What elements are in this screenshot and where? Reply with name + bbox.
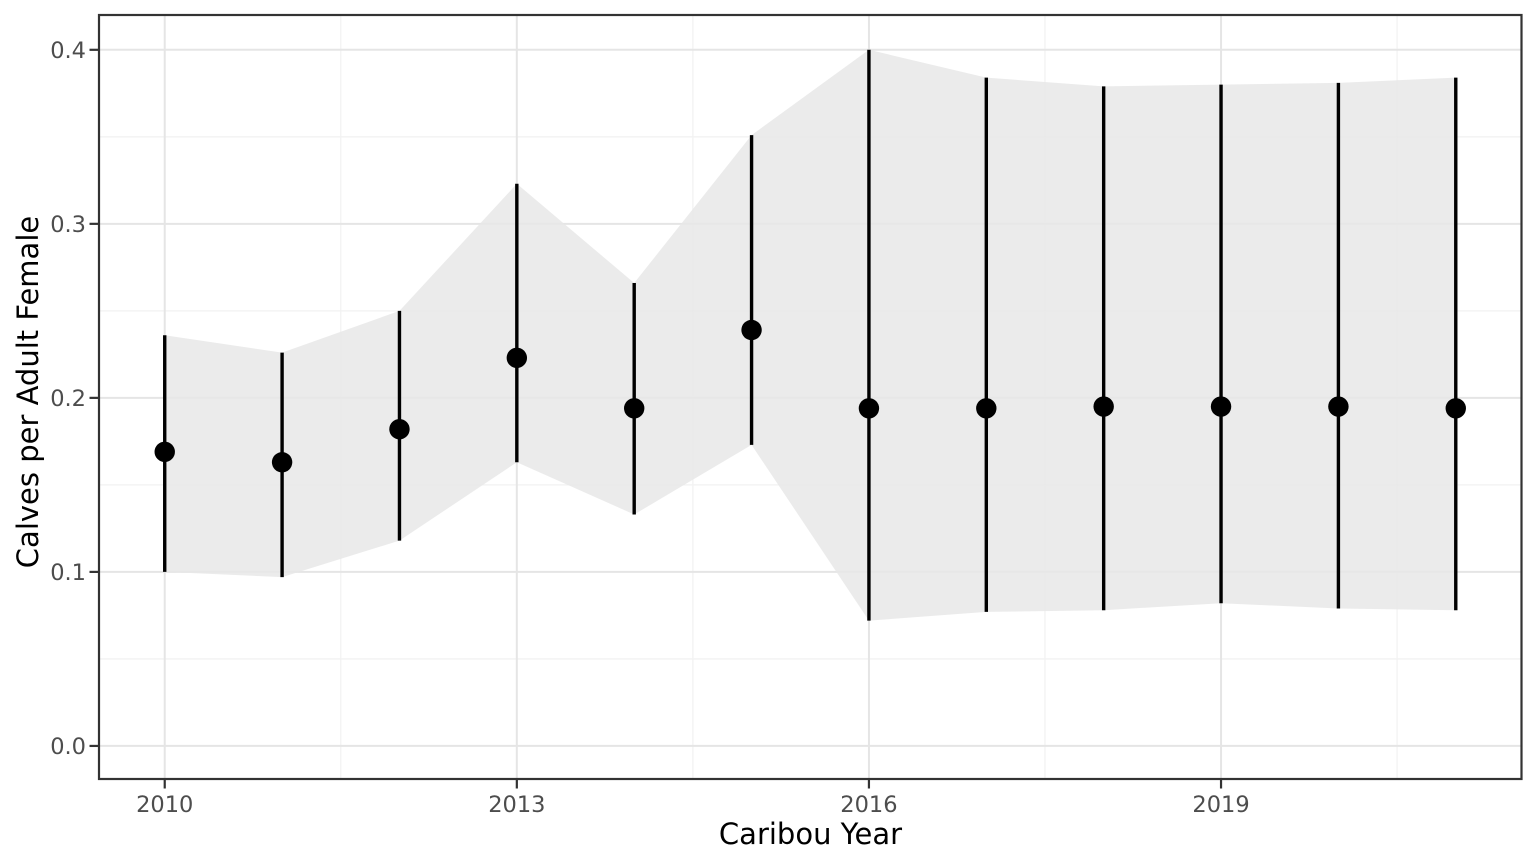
y-tick-label: 0.3 — [50, 212, 86, 238]
data-point — [1445, 398, 1466, 419]
x-tick-label: 2016 — [840, 792, 897, 818]
confidence-ribbon — [164, 49, 1456, 621]
y-axis-title: Calves per Adult Female — [11, 216, 45, 568]
data-point — [976, 398, 997, 419]
y-tick-label: 0.1 — [50, 560, 86, 586]
panel-border — [97, 13, 1523, 781]
x-axis-title: Caribou Year — [719, 817, 902, 851]
x-tick-label: 2013 — [488, 792, 545, 818]
data-point — [1093, 396, 1114, 417]
data-point — [389, 418, 410, 440]
y-tick-label: 0.0 — [50, 734, 86, 760]
chart-layer: 2010 2013 2016 2019 0.0 0.1 0.2 0.3 0.4 — [50, 13, 1523, 818]
data-point — [623, 398, 645, 419]
data-point — [858, 398, 880, 419]
data-point — [1210, 396, 1232, 417]
data-point — [506, 347, 528, 369]
x-tick-label: 2019 — [1192, 792, 1249, 818]
data-point — [741, 319, 762, 341]
data-point — [271, 452, 293, 473]
data-point — [1328, 396, 1349, 417]
y-tick-label: 0.4 — [50, 38, 86, 64]
x-tick-label: 2010 — [136, 792, 193, 818]
data-point — [154, 441, 175, 463]
y-tick-label: 0.2 — [50, 386, 86, 412]
